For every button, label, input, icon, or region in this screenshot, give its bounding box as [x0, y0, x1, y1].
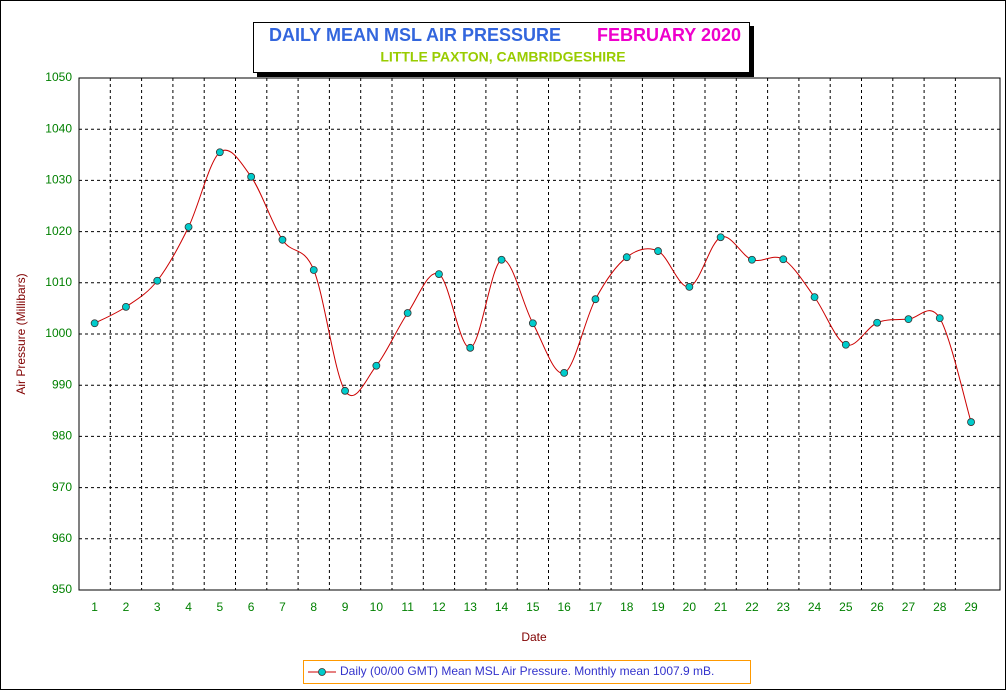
data-point: [278, 235, 287, 244]
y-axis-label: Air Pressure (Millibars): [14, 273, 28, 394]
data-point: [560, 369, 569, 377]
x-tick-label: 19: [651, 600, 665, 614]
x-tick-label: 15: [526, 600, 540, 614]
data-point: [309, 266, 318, 274]
x-tick-label: 18: [620, 600, 634, 614]
legend-marker: [318, 668, 326, 676]
data-point: [90, 319, 99, 328]
x-tick-label: 22: [745, 600, 759, 614]
data-point: [904, 315, 913, 324]
y-tick-label: 950: [52, 582, 72, 596]
data-point: [341, 386, 349, 395]
data-point: [528, 319, 537, 328]
chart-title: DAILY MEAN MSL AIR PRESSURE: [269, 25, 561, 45]
x-tick-label: 24: [808, 600, 822, 614]
data-point: [685, 282, 694, 291]
data-point: [873, 318, 882, 327]
data-point: [435, 270, 443, 278]
x-tick-label: 27: [902, 600, 916, 614]
y-tick-label: 1020: [45, 224, 72, 238]
x-tick-label: 5: [217, 600, 224, 614]
data-point: [779, 255, 788, 264]
x-tick-label: 29: [964, 600, 978, 614]
chart-title-period: FEBRUARY 2020: [597, 25, 741, 45]
title-box: [253, 22, 750, 73]
x-tick-label: 10: [370, 600, 384, 614]
y-tick-label: 1030: [45, 173, 72, 187]
y-tick-label: 990: [52, 377, 72, 391]
data-point: [403, 309, 412, 317]
x-tick-label: 8: [310, 600, 317, 614]
x-tick-label: 3: [154, 600, 161, 614]
chart-subtitle: LITTLE PAXTON, CAMBRIDGESHIRE: [380, 49, 625, 65]
data-point: [466, 343, 475, 352]
data-point: [122, 302, 130, 311]
x-tick-label: 28: [933, 600, 947, 614]
x-tick-label: 20: [683, 600, 697, 614]
x-tick-label: 14: [495, 600, 509, 614]
data-point: [497, 255, 506, 264]
y-tick-label: 1040: [45, 121, 72, 135]
legend-box: [303, 660, 751, 684]
x-tick-label: 7: [279, 600, 286, 614]
x-tick-label: 2: [123, 600, 130, 614]
x-tick-label: 9: [342, 600, 349, 614]
data-point: [184, 223, 193, 231]
x-tick-label: 6: [248, 600, 255, 614]
data-point: [215, 148, 224, 157]
x-tick-label: 12: [432, 600, 446, 614]
x-tick-label: 25: [839, 600, 853, 614]
x-tick-label: 17: [589, 600, 603, 614]
x-tick-label: 21: [714, 600, 728, 614]
data-point: [153, 276, 162, 285]
y-tick-label: 980: [52, 429, 72, 443]
y-tick-label: 1050: [45, 70, 72, 84]
x-tick-label: 26: [870, 600, 884, 614]
x-tick-label: 11: [401, 600, 414, 614]
x-tick-label: 4: [185, 600, 192, 614]
y-tick-label: 960: [52, 531, 72, 545]
data-point: [935, 314, 944, 323]
data-point: [810, 293, 819, 302]
legend-label: Daily (00/00 GMT) Mean MSL Air Pressure.…: [340, 664, 714, 678]
y-tick-label: 1010: [45, 275, 72, 289]
data-point: [654, 247, 662, 255]
data-point: [591, 295, 600, 304]
plot-frame: [78, 77, 1001, 591]
data-point: [841, 340, 850, 349]
data-point: [716, 233, 725, 242]
x-axis-label: Date: [521, 630, 547, 644]
x-tick-label: 1: [91, 600, 98, 614]
x-tick-label: 23: [777, 600, 791, 614]
data-point: [967, 418, 975, 426]
data-point: [247, 172, 256, 181]
data-point: [748, 255, 756, 264]
y-tick-label: 1000: [45, 326, 72, 340]
data-point: [622, 253, 631, 262]
x-tick-label: 16: [557, 600, 571, 614]
x-tick-label: 13: [464, 600, 478, 614]
series-line: [94, 149, 972, 423]
y-tick-label: 970: [52, 480, 72, 494]
data-point: [372, 361, 381, 370]
